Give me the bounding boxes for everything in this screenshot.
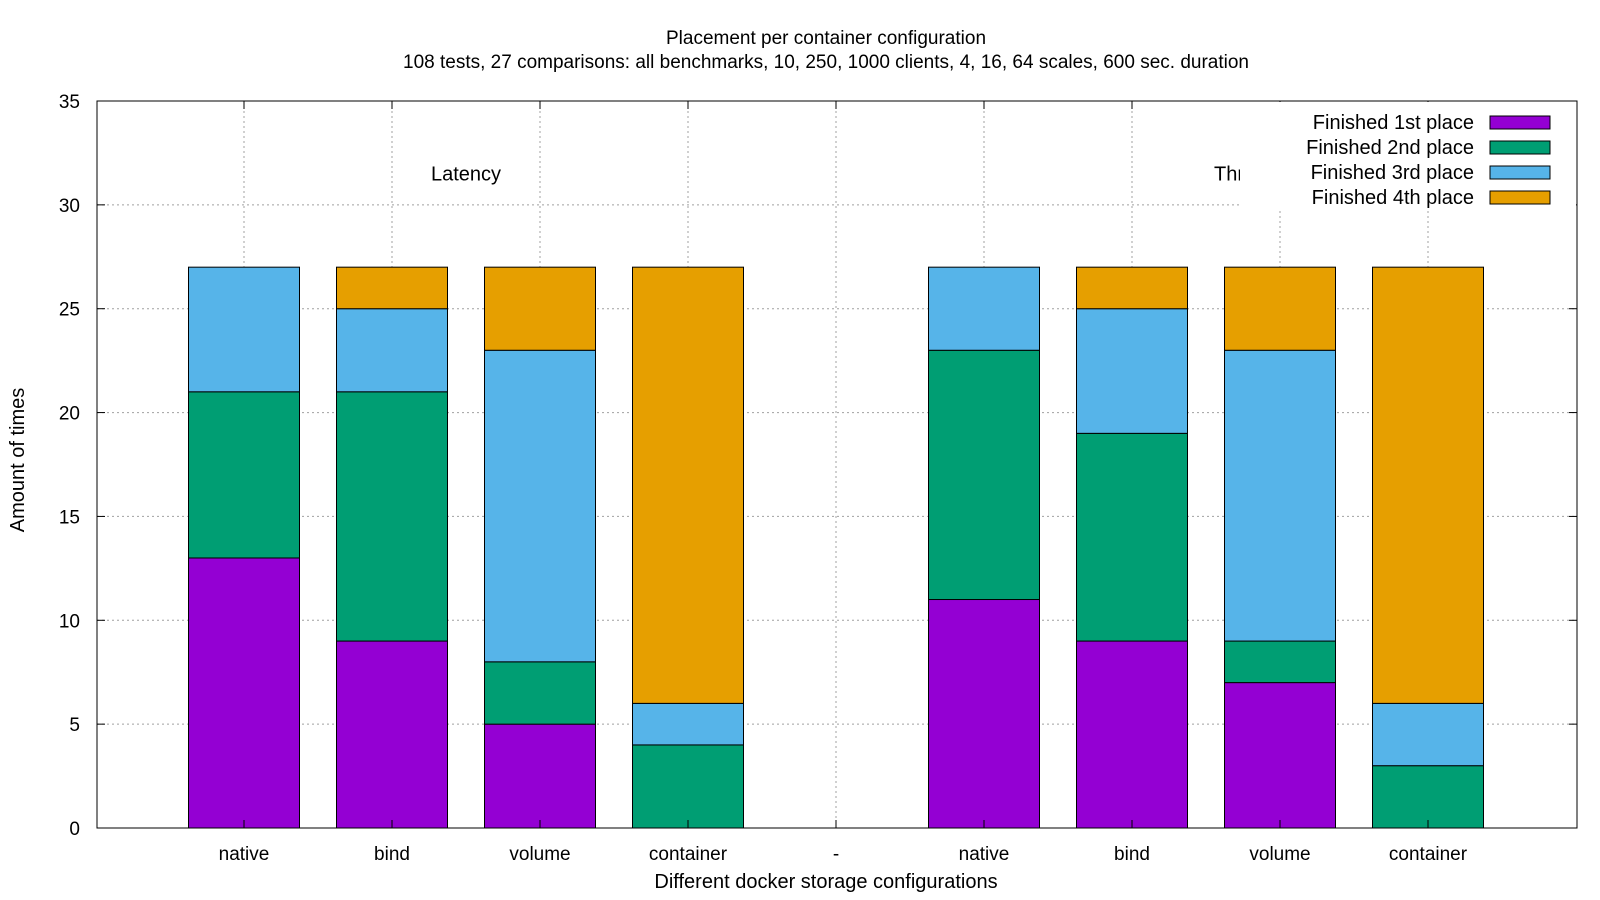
chart-subtitle: 108 tests, 27 comparisons: all benchmark… [403, 52, 1249, 73]
y-tick-label: 10 [59, 611, 80, 632]
bar-segment-4 [336, 266, 448, 310]
bar-segment-2 [632, 744, 744, 829]
bar-segment-2 [336, 391, 448, 642]
bar-segment-4 [1076, 266, 1188, 310]
annotations: LatencyThroughput [431, 164, 1317, 186]
bar-segment-3 [188, 266, 300, 393]
y-tick-label: 5 [69, 715, 80, 736]
y-tick-label: 0 [69, 819, 80, 840]
bar-stacks [188, 266, 1484, 829]
annotation-label: Latency [431, 164, 501, 186]
bar-segment-1 [928, 599, 1040, 829]
y-tick-label: 20 [59, 404, 80, 425]
legend-label: Finished 4th place [1312, 187, 1474, 209]
bar-segment-3 [928, 266, 1040, 351]
legend-swatch [1489, 165, 1551, 180]
bar-segment-2 [928, 349, 1040, 601]
x-tick-label: bind [374, 844, 410, 865]
y-tick-label: 15 [59, 507, 80, 528]
chart-title: Placement per container configuration [666, 28, 986, 49]
bar-segment-4 [1372, 266, 1484, 704]
x-tick-label: container [1389, 844, 1468, 865]
x-tick-label: container [649, 844, 728, 865]
x-tick-label: - [833, 844, 839, 865]
bar-segment-2 [1224, 640, 1336, 684]
legend-label: Finished 2nd place [1306, 137, 1474, 159]
y-tick-label: 35 [59, 92, 80, 113]
x-tick-label: native [959, 844, 1010, 865]
y-tick-label: 30 [59, 196, 80, 217]
bar-segment-3 [336, 308, 448, 393]
bar-segment-2 [188, 391, 300, 559]
bar-segment-1 [188, 557, 300, 829]
legend-label: Finished 3rd place [1311, 162, 1474, 184]
x-tick-label: volume [509, 844, 570, 865]
x-tick-label: native [219, 844, 270, 865]
plot-frame [96, 100, 1578, 829]
bar-segment-3 [1372, 702, 1484, 767]
x-tick-label: volume [1249, 844, 1310, 865]
bar-segment-4 [632, 266, 744, 704]
x-tick-label: bind [1114, 844, 1150, 865]
bar-segment-3 [1076, 308, 1188, 434]
bar-segment-3 [1224, 349, 1336, 642]
legend-swatch [1489, 115, 1551, 130]
bar-segment-3 [484, 349, 596, 663]
legend-label: Finished 1st place [1313, 112, 1474, 134]
bar-segment-1 [484, 723, 596, 829]
legend: Finished 1st place Finished 2nd place Fini… [1240, 102, 1576, 211]
bar-segment-3 [632, 702, 744, 746]
bar-segment-1 [336, 640, 448, 829]
bar-segment-2 [1076, 432, 1188, 642]
bar-segment-4 [484, 266, 596, 351]
bar-segment-1 [1076, 640, 1188, 829]
bar-segment-2 [484, 661, 596, 725]
legend-swatch [1489, 190, 1551, 205]
bar-segment-2 [1372, 765, 1484, 829]
bar-segment-4 [1224, 266, 1336, 351]
y-axis-label: Amount of times [7, 388, 29, 533]
legend-swatch [1489, 140, 1551, 155]
bar-segment-1 [1224, 682, 1336, 829]
axes: 0 5 10 15 20 25 30 35 native bind volume container -… [59, 92, 1578, 865]
y-tick-label: 25 [59, 300, 80, 321]
x-axis-label: Different docker storage configurations [654, 871, 997, 893]
